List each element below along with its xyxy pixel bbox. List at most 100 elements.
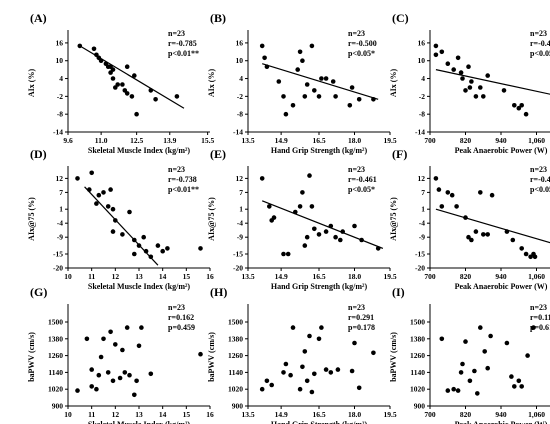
x-tick-label: 15: [183, 272, 191, 281]
data-point: [304, 378, 310, 384]
data-point: [267, 204, 272, 209]
data-point: [485, 232, 491, 237]
data-point: [463, 88, 468, 93]
stat-label: r=-0.461: [348, 175, 377, 184]
data-point: [469, 237, 474, 243]
data-point: [124, 64, 130, 69]
regression-line: [79, 45, 185, 109]
data-point: [519, 103, 524, 108]
x-tick-label: 940: [495, 272, 507, 281]
panel-e: (E) -20 -15 -9 -4 1 7 12 13.5 14.9 16.5 18.0 19.5 Han…: [207, 147, 397, 291]
data-point: [297, 204, 303, 209]
x-tick-label: 11: [88, 410, 95, 419]
stat-label: r=-0.738: [168, 175, 197, 184]
stat-label: n=23: [168, 303, 185, 312]
panel-i: (I) 900 1020 1140 1260 1380 1500 700 820 940 1,060…: [389, 285, 550, 424]
y-tick-label: 900: [414, 402, 426, 411]
data-point: [449, 192, 455, 198]
data-point: [458, 370, 464, 375]
data-point: [124, 325, 130, 330]
data-point: [141, 234, 146, 240]
data-point: [136, 343, 142, 349]
x-tick-label: 12: [112, 272, 120, 281]
y-tick-label: -2: [57, 92, 63, 101]
y-axis-title: baPWV (cm/s): [27, 332, 36, 382]
y-tick-label: 1380: [48, 334, 63, 343]
x-tick-label: 10: [64, 272, 72, 281]
data-point: [309, 43, 315, 49]
y-tick-label: 1140: [228, 368, 243, 377]
y-axis-title: AIx@75 (%): [389, 197, 398, 241]
data-point: [307, 333, 312, 339]
y-tick-label: 1020: [228, 385, 243, 394]
x-tick-label: 12.5: [130, 136, 143, 145]
data-point: [512, 384, 517, 389]
y-tick-label: -8: [57, 110, 63, 119]
data-point: [519, 384, 524, 389]
data-point: [512, 103, 517, 108]
y-tick-label: 10: [56, 56, 64, 65]
x-tick-label: 1,060: [528, 136, 545, 145]
data-point: [75, 388, 80, 393]
data-point: [482, 349, 488, 354]
data-point: [139, 325, 144, 330]
x-tick-label: 15.5: [201, 136, 214, 145]
data-point: [349, 368, 355, 374]
data-point: [451, 67, 457, 72]
data-point: [356, 97, 362, 102]
data-point: [323, 76, 329, 81]
data-point: [488, 333, 493, 339]
data-point: [283, 361, 289, 367]
x-tick-label: 16: [206, 272, 214, 281]
panel-f: (F)-20-15-9-417127008209401,0601,180Peak…: [389, 147, 550, 291]
data-point: [316, 232, 322, 237]
data-point: [143, 248, 149, 254]
data-point: [472, 368, 477, 374]
stat-label: p=0.178: [348, 323, 375, 332]
y-tick-label: 10: [236, 56, 244, 65]
x-tick-label: 10: [64, 410, 72, 419]
stat-label: n=23: [348, 29, 365, 38]
data-point: [96, 192, 102, 198]
x-tick-label: 16: [206, 410, 214, 419]
y-tick-label: 10: [418, 56, 426, 65]
data-point: [302, 243, 308, 248]
data-point: [473, 229, 479, 234]
data-point: [290, 103, 296, 108]
data-point: [113, 342, 118, 347]
data-point: [89, 367, 94, 372]
data-point: [532, 254, 538, 260]
data-point: [519, 246, 524, 251]
data-point: [481, 94, 486, 99]
data-point: [371, 350, 376, 356]
data-point: [489, 192, 495, 198]
x-axis-title: Peak Anaerobic Power (W): [455, 282, 548, 291]
data-point: [466, 64, 471, 69]
data-point: [328, 370, 334, 375]
x-tick-label: 1,060: [528, 410, 545, 419]
data-point: [198, 351, 203, 357]
y-tick-label: -9: [237, 233, 243, 242]
y-axis-title: AIx (%): [389, 69, 398, 98]
x-tick-label: 14.9: [275, 272, 288, 281]
y-tick-label: 1260: [48, 351, 63, 360]
x-tick-label: 12: [112, 410, 120, 419]
data-point: [333, 234, 338, 240]
x-tick-label: 13: [135, 272, 143, 281]
y-tick-label: 1380: [410, 334, 425, 343]
data-point: [259, 386, 265, 392]
panel-d: (D) -20 -15 -9 -4 1 7 12 10 11 12 13 14 15 16 Skeletal …: [27, 147, 214, 291]
data-point: [129, 94, 135, 99]
data-point: [525, 353, 530, 358]
data-point: [330, 79, 336, 84]
y-tick-label: 1020: [48, 385, 63, 394]
y-tick-label: -4: [419, 219, 425, 228]
data-point: [132, 73, 137, 78]
y-tick-label: 1500: [410, 318, 425, 327]
y-tick-label: 1140: [410, 368, 425, 377]
stat-label: r=0.162: [168, 313, 194, 322]
data-point: [134, 378, 139, 384]
x-axis-title: Skeletal Muscle Index (kg/m²): [88, 146, 191, 155]
data-point: [439, 49, 445, 55]
